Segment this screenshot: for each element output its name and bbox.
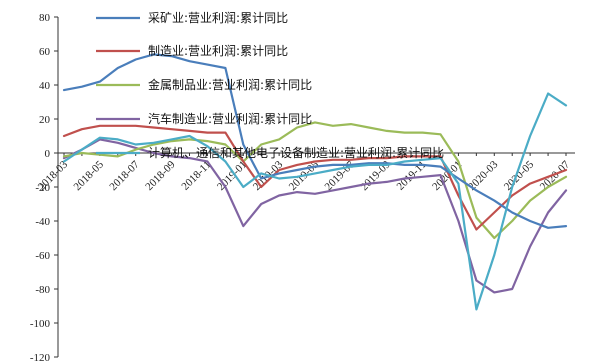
x-tick-label: 2018-07 — [107, 158, 142, 193]
series-auto-manufacturing-line — [62, 138, 568, 294]
y-tick-label: 80 — [39, 12, 51, 24]
legend-label: 金属制品业:营业利润:累计同比 — [148, 77, 312, 92]
legend-label: 制造业:营业利润:累计同比 — [148, 44, 288, 58]
y-tick-label: 40 — [39, 80, 51, 92]
x-tick-label: 2018-05 — [72, 158, 107, 193]
y-axis: 80 60 40 20 0 -20 -40 -60 -80 -100 -120 — [30, 12, 59, 364]
y-tick-label: -80 — [35, 284, 50, 296]
series-mining-line — [62, 53, 568, 229]
y-tick-label: 20 — [39, 114, 51, 126]
series-lines — [62, 53, 568, 311]
y-tick-label: -60 — [35, 250, 50, 262]
series-computer-electronics-line — [62, 92, 568, 311]
x-tick-label: 2020-07 — [538, 158, 573, 193]
y-tick-label: -120 — [30, 352, 51, 364]
x-tick-label: 2018-03 — [36, 158, 71, 193]
series-manufacturing-line — [62, 124, 568, 231]
legend: 采矿业:营业利润:累计同比制造业:营业利润:累计同比金属制品业:营业利润:累计同… — [96, 11, 444, 160]
legend-label: 汽车制造业:营业利润:累计同比 — [148, 111, 312, 126]
legend-label: 计算机、通信和其他电子设备制造业:营业利润:累计同比 — [148, 145, 444, 160]
series-metal-products-line — [62, 121, 568, 240]
legend-label: 采矿业:营业利润:累计同比 — [148, 11, 288, 25]
y-tick-label: 60 — [39, 46, 51, 58]
y-tick-label: -20 — [35, 182, 50, 194]
x-tick-label: 2018-09 — [143, 158, 178, 193]
y-tick-label: -40 — [35, 216, 50, 228]
y-tick-label: 0 — [45, 148, 51, 160]
x-tick-label: 2020-05 — [502, 158, 537, 193]
y-tick-label: -100 — [30, 318, 51, 330]
